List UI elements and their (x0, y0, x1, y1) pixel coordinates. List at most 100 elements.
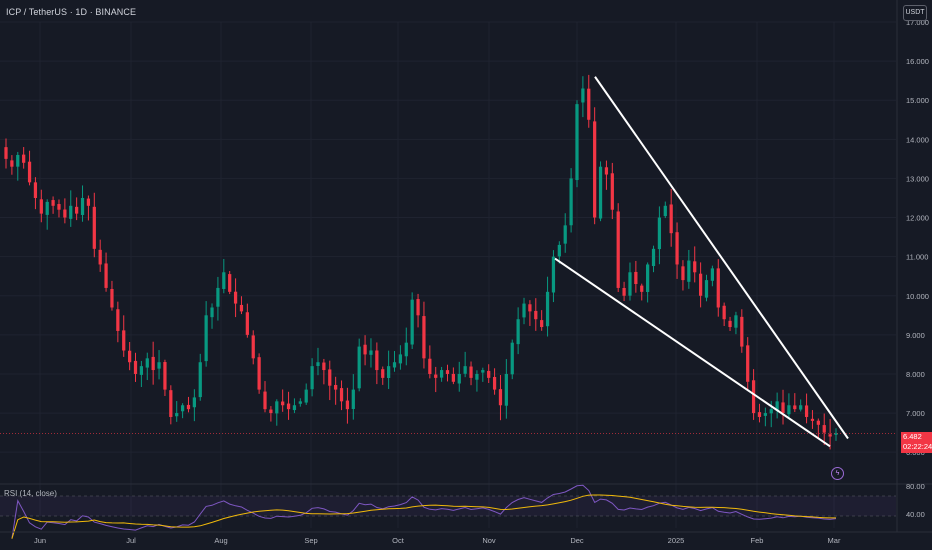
wedge-lower-trendline (554, 257, 831, 448)
time-tick-label: 2025 (668, 536, 685, 545)
candle-body (604, 167, 609, 175)
candle-body (363, 344, 367, 355)
candle-body (657, 217, 662, 250)
candle-body (787, 405, 791, 415)
candle-body (510, 342, 514, 375)
candle-body (445, 370, 450, 374)
candle-body (222, 272, 226, 289)
candle-body (180, 405, 185, 412)
candle-body (281, 401, 285, 406)
candle-body (492, 376, 497, 390)
candle-body (769, 409, 773, 414)
candle-body (810, 418, 815, 421)
candle-body (722, 305, 726, 320)
candle-body (534, 310, 538, 320)
price-tick-label: 9.000 (906, 331, 925, 340)
candle-body (387, 366, 391, 379)
candle-body (69, 205, 73, 219)
candle-body (404, 342, 408, 357)
price-tick-label: 14.000 (906, 135, 929, 144)
candle-body (122, 330, 126, 351)
candle-body (339, 388, 344, 402)
candle-body (828, 434, 832, 437)
candle-body (204, 315, 208, 362)
candle-body (410, 299, 414, 345)
candle-body (51, 200, 55, 206)
candle-body (716, 268, 720, 308)
candle-body (587, 88, 591, 120)
candle-body (799, 405, 803, 410)
time-tick-label: Sep (304, 536, 317, 545)
candle-body (375, 350, 379, 371)
rsi-tick-label: 80.00 (906, 482, 925, 491)
candle-body (616, 211, 620, 288)
event-flash-icon[interactable]: ϟ (831, 467, 844, 480)
candle-body (63, 209, 67, 218)
candle-body (381, 369, 385, 378)
rsi-pane (0, 483, 932, 539)
candle-body (216, 287, 220, 307)
candle-body (169, 390, 173, 417)
candle-body (516, 319, 520, 345)
candle-body (640, 285, 644, 292)
currency-badge[interactable]: USDT (903, 5, 927, 21)
candle-body (139, 366, 144, 375)
wedge-upper-trendline (594, 76, 849, 440)
candle-body (4, 147, 8, 159)
price-tick-label: 15.000 (906, 96, 929, 105)
candle-body (357, 346, 361, 389)
candle-body (704, 280, 709, 298)
candle-body (145, 358, 149, 368)
time-axis[interactable]: Jun Jul Aug Sep Oct Nov Dec 2025 Feb Mar (0, 531, 932, 545)
candle-body (228, 274, 232, 292)
candle-body (557, 244, 561, 257)
symbol-title[interactable]: ICP / TetherUS · 1D · BINANCE (6, 7, 137, 17)
candle-body (646, 264, 650, 293)
candle-body (651, 248, 656, 267)
candle-body (728, 320, 732, 328)
candle-body (545, 291, 550, 327)
price-tick-label: 11.000 (906, 253, 928, 262)
candle-body (528, 304, 532, 312)
candle-body (481, 370, 485, 373)
last-price-tag: 6.482 02:22:24 (901, 432, 932, 453)
candle-body (757, 412, 762, 417)
candle-body (328, 369, 332, 386)
time-tick-label: Mar (828, 536, 841, 545)
rsi-ma-line (11, 494, 836, 539)
candle-body (86, 198, 91, 206)
candle-body (127, 350, 132, 363)
candle-body (10, 160, 14, 167)
candle-body (257, 357, 261, 390)
candle-body (110, 289, 114, 308)
candle-body (39, 199, 43, 214)
candle-body (540, 320, 544, 328)
candle-body (669, 204, 673, 234)
price-tick-label: 8.000 (906, 370, 925, 379)
candlestick-series (0, 74, 896, 450)
candle-body (233, 291, 238, 304)
candle-body (434, 374, 438, 378)
candle-body (422, 316, 426, 359)
candle-body (763, 413, 767, 416)
candle-body (551, 256, 556, 293)
candle-body (316, 362, 320, 366)
bar-countdown: 02:22:24 (903, 442, 932, 451)
last-price-value: 6.482 (903, 432, 922, 441)
candle-body (816, 420, 820, 425)
candle-body (75, 206, 79, 214)
candle-body (98, 249, 102, 265)
time-tick-label: Aug (214, 536, 227, 545)
candle-body (286, 403, 291, 410)
candle-body (163, 362, 167, 390)
candle-body (487, 370, 491, 378)
rsi-indicator-label[interactable]: RSI (14, close) (4, 489, 57, 498)
time-tick-label: Oct (392, 536, 405, 545)
price-tick-label: 17.000 (906, 18, 929, 27)
candle-body (687, 260, 691, 282)
time-tick-label: Feb (751, 536, 764, 545)
candle-body (192, 397, 196, 408)
candle-body (457, 373, 461, 384)
candle-body (598, 166, 603, 219)
